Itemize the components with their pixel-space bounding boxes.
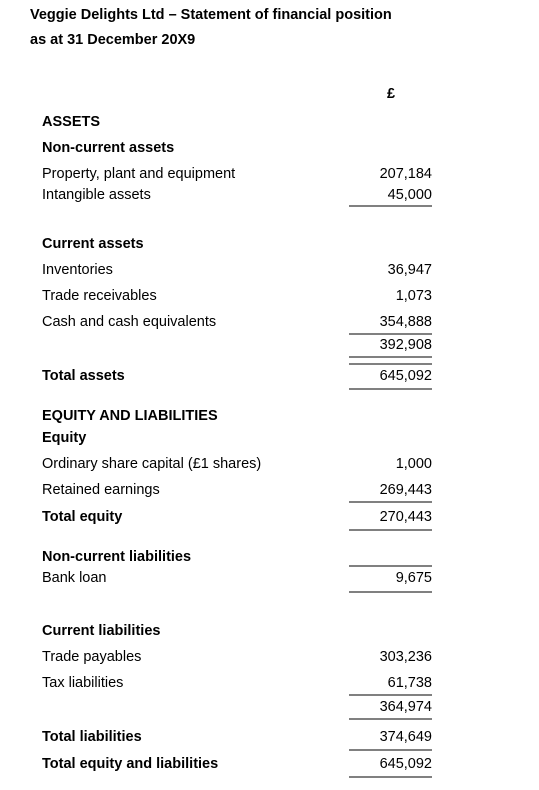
row-label: Property, plant and equipment xyxy=(42,166,235,182)
row-value: 269,443 xyxy=(380,482,432,498)
row-value: 645,092 xyxy=(380,756,432,772)
row-value: 36,947 xyxy=(388,262,432,278)
row-label: Total assets xyxy=(42,368,125,384)
row-value: 1,000 xyxy=(396,456,432,472)
row-value: 9,675 xyxy=(396,570,432,586)
title: Veggie Delights Ltd – Statement of finan… xyxy=(30,7,392,23)
row-value: 374,649 xyxy=(380,729,432,745)
row-value: 1,073 xyxy=(396,288,432,304)
row-label: Non-current liabilities xyxy=(42,549,191,565)
row-value: 207,184 xyxy=(380,166,432,182)
row-label: Total equity xyxy=(42,509,122,525)
row-label: Current assets xyxy=(42,236,144,252)
row-label: Tax liabilities xyxy=(42,675,123,691)
row-label: Inventories xyxy=(42,262,113,278)
row-value: 270,443 xyxy=(380,509,432,525)
row-value: 303,236 xyxy=(380,649,432,665)
row-value: 645,092 xyxy=(380,368,432,384)
row-label: Ordinary share capital (£1 shares) xyxy=(42,456,261,472)
row-label: Intangible assets xyxy=(42,187,151,203)
row-value: 364,974 xyxy=(380,699,432,715)
row-label: Cash and cash equivalents xyxy=(42,314,216,330)
currency: £ xyxy=(387,86,395,102)
row-label: ASSETS xyxy=(42,114,100,130)
row-label: Equity xyxy=(42,430,86,446)
subtitle: as at 31 December 20X9 xyxy=(30,32,195,48)
row-value: 354,888 xyxy=(380,314,432,330)
row-label: EQUITY AND LIABILITIES xyxy=(42,408,218,424)
row-label: Total liabilities xyxy=(42,729,142,745)
row-label: Bank loan xyxy=(42,570,107,586)
row-label: Trade receivables xyxy=(42,288,157,304)
row-label: Trade payables xyxy=(42,649,141,665)
row-label: Non-current assets xyxy=(42,140,174,156)
row-value: 392,908 xyxy=(380,337,432,353)
row-label: Total equity and liabilities xyxy=(42,756,218,772)
row-value: 61,738 xyxy=(388,675,432,691)
row-label: Retained earnings xyxy=(42,482,160,498)
row-label: Current liabilities xyxy=(42,623,160,639)
row-value: 45,000 xyxy=(388,187,432,203)
